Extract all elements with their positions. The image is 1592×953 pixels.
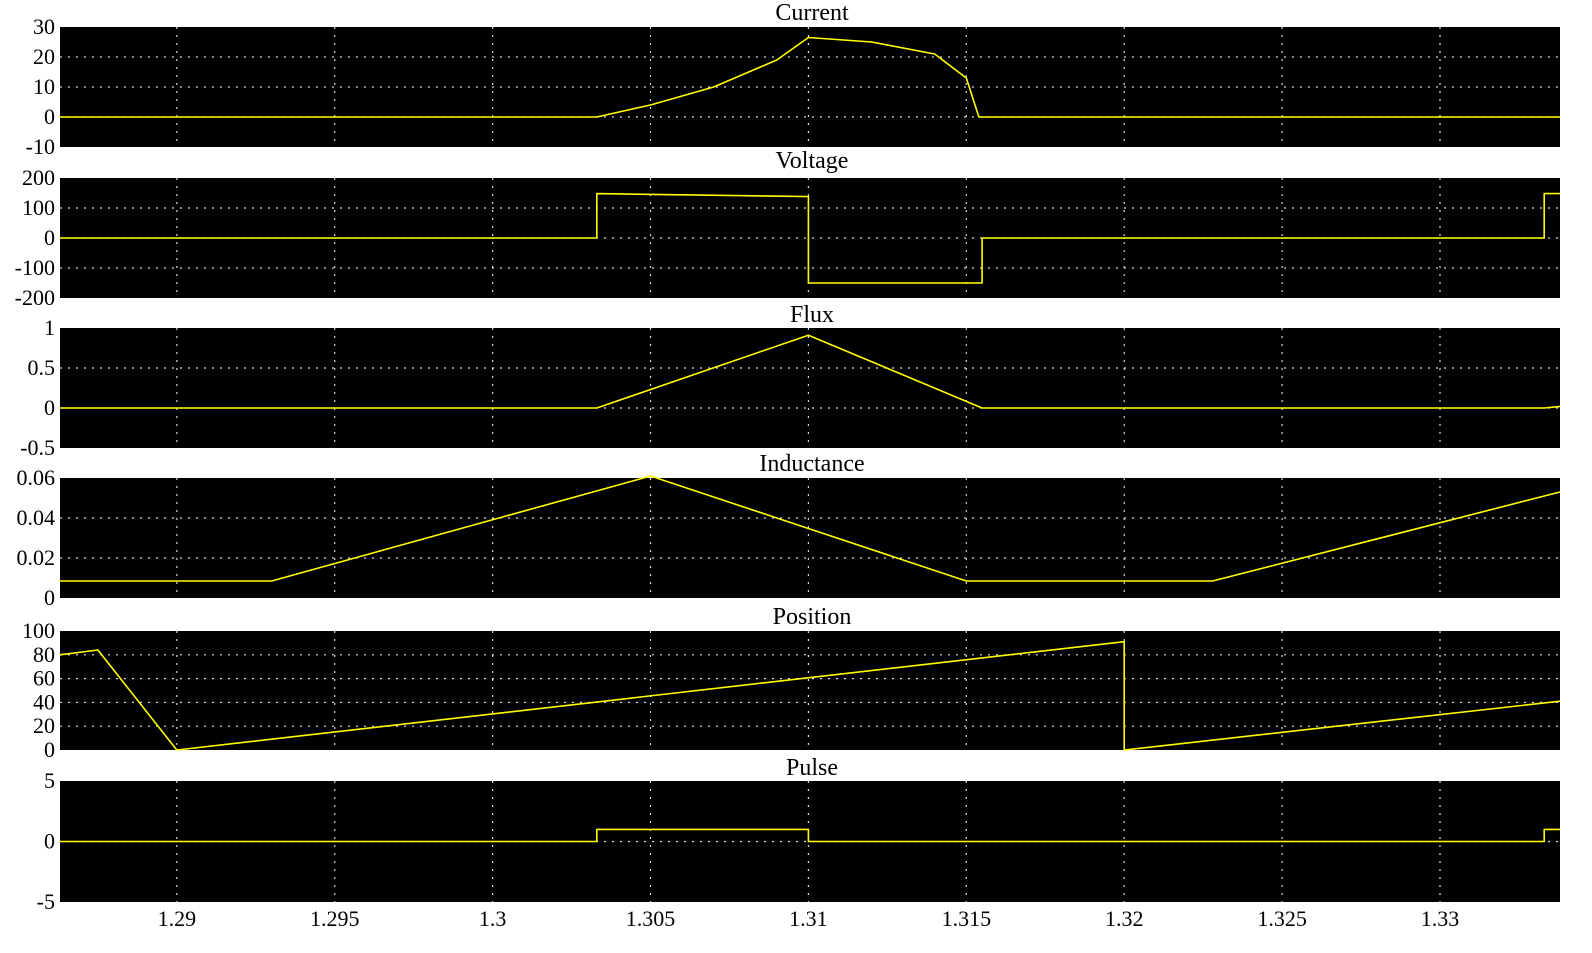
flux-panel: 1 0.5 0 -0.5 Flux — [20, 302, 1561, 460]
current-panel: 30 20 10 0 -10 Current — [26, 0, 1560, 159]
inductance-ytick-label: 0.02 — [17, 545, 56, 570]
flux-title: Flux — [790, 302, 834, 328]
voltage-ytick-label: -200 — [15, 285, 55, 310]
x-tick-label: 1.33 — [1421, 906, 1460, 931]
flux-plot-area — [60, 328, 1560, 448]
position-ytick-label: 80 — [33, 642, 55, 667]
current-ytick-label: 0 — [44, 104, 55, 129]
pulse-ytick-label: 5 — [44, 768, 55, 793]
x-tick-label: 1.325 — [1257, 906, 1307, 931]
pulse-title: Pulse — [786, 755, 838, 781]
flux-ytick-label: 1 — [44, 315, 55, 340]
inductance-trace — [60, 475, 1561, 582]
current-ytick-label: 20 — [33, 44, 55, 69]
position-ytick-label: 20 — [33, 713, 55, 738]
voltage-ytick-label: 100 — [22, 195, 55, 220]
x-tick-label: 1.32 — [1105, 906, 1144, 931]
flux-ytick-label: -0.5 — [20, 435, 55, 460]
position-plot-area — [60, 631, 1560, 750]
voltage-ytick-label: 200 — [22, 165, 55, 190]
current-trace — [60, 36, 1560, 118]
pulse-ytick-label: 0 — [44, 829, 55, 854]
inductance-plot-area — [60, 478, 1560, 598]
inductance-panel: 0.06 0.04 0.02 0 Inductance — [17, 451, 1561, 610]
pulse-panel: 5 0 -5 Pulse — [37, 755, 1560, 914]
position-trace — [59, 640, 1561, 751]
voltage-ytick-label: -100 — [15, 255, 55, 280]
position-ytick-label: 100 — [22, 618, 55, 643]
voltage-trace — [60, 192, 1560, 284]
pulse-ytick-label: -5 — [37, 889, 55, 914]
x-tick-label: 1.305 — [626, 906, 676, 931]
voltage-ytick-label: 0 — [44, 225, 55, 250]
position-ytick-label: 40 — [33, 689, 55, 714]
x-tick-label: 1.3 — [479, 906, 507, 931]
inductance-ytick-label: 0.04 — [17, 505, 56, 530]
current-ytick-label: 10 — [33, 74, 55, 99]
x-tick-label: 1.31 — [789, 906, 828, 931]
voltage-panel: 200 100 0 -100 -200 Voltage — [15, 148, 1560, 310]
current-ytick-label: 30 — [33, 14, 55, 39]
pulse-trace — [60, 828, 1560, 843]
flux-ytick-label: 0 — [44, 395, 55, 420]
voltage-title: Voltage — [776, 148, 849, 174]
inductance-ytick-label: 0 — [44, 585, 55, 610]
position-ytick-label: 0 — [44, 737, 55, 762]
position-title: Position — [773, 604, 852, 630]
x-tick-label: 1.29 — [158, 906, 197, 931]
inductance-ytick-label: 0.06 — [17, 465, 56, 490]
flux-ytick-label: 0.5 — [28, 355, 56, 380]
x-tick-label: 1.315 — [942, 906, 992, 931]
current-title: Current — [775, 0, 849, 26]
inductance-title: Inductance — [759, 451, 864, 477]
x-tick-label: 1.295 — [310, 906, 360, 931]
x-axis: 1.29 1.295 1.3 1.305 1.31 1.315 1.32 1.325 1.33 — [158, 906, 1460, 931]
flux-trace — [60, 334, 1561, 409]
current-ytick-label: -10 — [26, 134, 55, 159]
position-ytick-label: 60 — [33, 666, 55, 691]
